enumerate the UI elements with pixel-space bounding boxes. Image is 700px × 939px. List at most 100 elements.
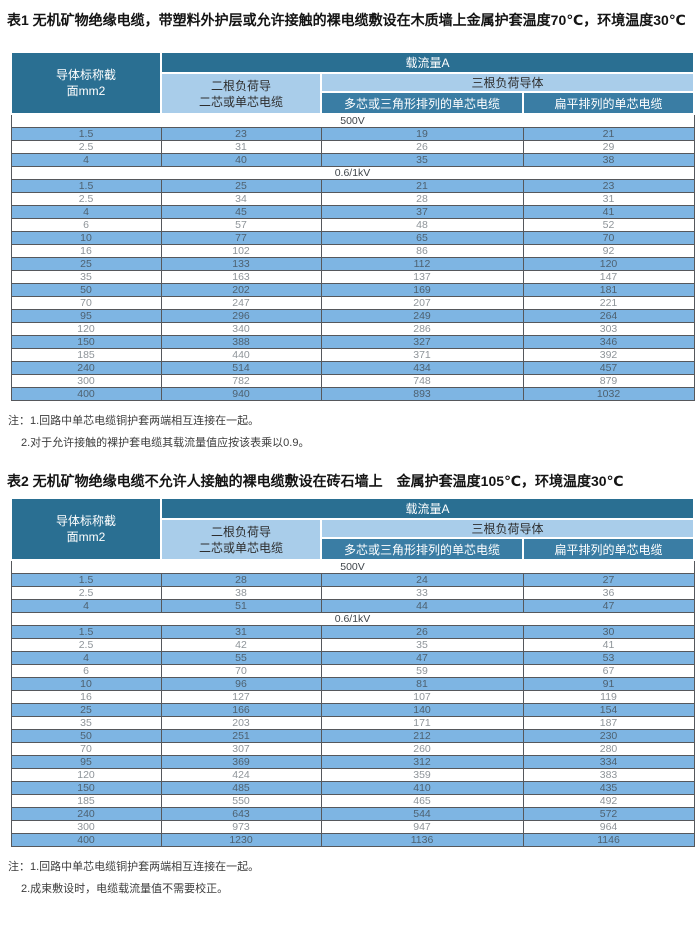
table-row: 185 440 371 392	[10, 348, 695, 362]
header-flat-arrangement: 扁平排列的单芯电缆	[521, 537, 696, 561]
table-row: 1.5 31 26 30	[10, 625, 695, 639]
table-row: 2.5 38 33 36	[10, 586, 695, 600]
table-row: 1.5 28 24 27	[10, 573, 695, 587]
ampacity-value-cell: 42	[160, 638, 322, 652]
ampacity-value-cell: 37	[320, 205, 524, 219]
ampacity-value-cell: 1146	[522, 833, 695, 847]
table-row: 4 55 47 53	[10, 651, 695, 665]
ampacity-value-cell: 23	[160, 127, 322, 141]
ampacity-value-cell: 59	[320, 664, 524, 678]
ampacity-value-cell: 388	[160, 335, 322, 349]
table-row: 300 782 748 879	[10, 374, 695, 388]
ampacity-value-cell: 212	[320, 729, 524, 743]
ampacity-value-cell: 181	[522, 283, 695, 297]
conductor-size-cell: 185	[10, 348, 162, 362]
ampacity-value-cell: 572	[522, 807, 695, 821]
header-ampacity: 载流量A	[159, 497, 696, 520]
table2-note-1: 注：1.回路中单芯电缆铜护套两端相互连接在一起。	[8, 861, 260, 873]
ampacity-value-cell: 514	[160, 361, 322, 375]
header-flat-arrangement: 扁平排列的单芯电缆	[521, 91, 696, 115]
ampacity-value-cell: 879	[522, 374, 695, 388]
header-three-loaded: 三根负荷导体	[319, 518, 696, 539]
table-row: 50 202 169 181	[10, 283, 695, 297]
ampacity-value-cell: 203	[160, 716, 322, 730]
ampacity-value-cell: 550	[160, 794, 322, 808]
ampacity-value-cell: 247	[160, 296, 322, 310]
conductor-size-cell: 16	[10, 244, 162, 258]
ampacity-value-cell: 77	[160, 231, 322, 245]
header-multicore-trefoil: 多芯或三角形排列的单芯电缆	[320, 91, 524, 115]
conductor-size-cell: 2.5	[10, 586, 162, 600]
ampacity-value-cell: 346	[522, 335, 695, 349]
table-row: 95 369 312 334	[10, 755, 695, 769]
conductor-size-cell: 70	[10, 742, 162, 756]
ampacity-value-cell: 207	[320, 296, 524, 310]
conductor-size-cell: 185	[10, 794, 162, 808]
ampacity-value-cell: 92	[522, 244, 695, 258]
conductor-size-cell: 6	[10, 218, 162, 232]
conductor-size-cell: 1.5	[10, 127, 162, 141]
ampacity-value-cell: 38	[522, 153, 695, 167]
ampacity-value-cell: 133	[160, 257, 322, 271]
ampacity-value-cell: 107	[320, 690, 524, 704]
conductor-size-cell: 10	[10, 231, 162, 245]
header-conductor-size: 导体标称截 面mm2	[10, 497, 162, 561]
ampacity-value-cell: 52	[522, 218, 695, 232]
header-two-loaded: 二根负荷导 二芯或单芯电缆	[160, 518, 322, 561]
two-loaded-line1: 二根负荷导	[210, 524, 271, 539]
ampacity-value-cell: 1032	[522, 387, 695, 401]
ampacity-value-cell: 31	[522, 192, 695, 206]
ampacity-value-cell: 147	[522, 270, 695, 284]
ampacity-value-cell: 29	[522, 140, 695, 154]
ampacity-value-cell: 1136	[320, 833, 524, 847]
ampacity-value-cell: 19	[320, 127, 524, 141]
table-row: 120 340 286 303	[10, 322, 695, 336]
ampacity-value-cell: 154	[522, 703, 695, 717]
ampacity-value-cell: 40	[160, 153, 322, 167]
table2-title: 表2 无机矿物绝缘电缆不允许人接触的裸电缆敷设在砖石墙上 金属护套温度105℃，…	[7, 473, 624, 489]
conductor-size-cell: 4	[10, 651, 162, 665]
conductor-size-line2: 面mm2	[66, 530, 106, 544]
ampacity-value-cell: 260	[320, 742, 524, 756]
conductor-size-cell: 4	[10, 599, 162, 613]
header-three-loaded: 三根负荷导体	[319, 72, 696, 93]
ampacity-value-cell: 27	[522, 573, 695, 587]
table2-note-2: 2.成束敷设时，电缆载流量值不需要校正。	[21, 883, 229, 895]
ampacity-value-cell: 26	[320, 140, 524, 154]
ampacity-value-cell: 96	[160, 677, 322, 691]
ampacity-value-cell: 947	[320, 820, 524, 834]
table-row: 2.5 31 26 29	[10, 140, 695, 154]
ampacity-value-cell: 65	[320, 231, 524, 245]
ampacity-value-cell: 1230	[160, 833, 322, 847]
conductor-size-cell: 2.5	[10, 192, 162, 206]
table-row: 4 45 37 41	[10, 205, 695, 219]
table-row: 70 307 260 280	[10, 742, 695, 756]
table2-ampacity-table: 导体标称截 面mm2 载流量A 二根负荷导 二芯或单芯电缆 三根负荷导体 多芯或…	[10, 497, 696, 847]
voltage-section-row: 500V	[10, 113, 695, 128]
table-row: 25 133 112 120	[10, 257, 695, 271]
ampacity-value-cell: 359	[320, 768, 524, 782]
conductor-size-cell: 400	[10, 387, 162, 401]
ampacity-value-cell: 35	[320, 153, 524, 167]
ampacity-value-cell: 264	[522, 309, 695, 323]
conductor-size-cell: 120	[10, 768, 162, 782]
table-row: 50 251 212 230	[10, 729, 695, 743]
ampacity-value-cell: 280	[522, 742, 695, 756]
conductor-size-cell: 400	[10, 833, 162, 847]
ampacity-value-cell: 748	[320, 374, 524, 388]
table-row: 16 102 86 92	[10, 244, 695, 258]
table1-title: 表1 无机矿物绝缘电缆，带塑料外护层或允许接触的裸电缆敷设在木质墙上金属护套温度…	[7, 12, 686, 28]
conductor-size-cell: 150	[10, 335, 162, 349]
table1-header: 导体标称截 面mm2 载流量A 二根负荷导 二芯或单芯电缆 三根负荷导体 多芯或…	[10, 51, 696, 115]
table-row: 95 296 249 264	[10, 309, 695, 323]
ampacity-value-cell: 303	[522, 322, 695, 336]
ampacity-value-cell: 51	[160, 599, 322, 613]
ampacity-value-cell: 112	[320, 257, 524, 271]
table-row: 2.5 42 35 41	[10, 638, 695, 652]
ampacity-value-cell: 23	[522, 179, 695, 193]
voltage-section-row: 500V	[10, 559, 695, 574]
header-conductor-size: 导体标称截 面mm2	[10, 51, 162, 115]
ampacity-value-cell: 392	[522, 348, 695, 362]
voltage-section-label: 500V	[10, 113, 695, 128]
voltage-section-row: 0.6/1kV	[10, 166, 695, 180]
